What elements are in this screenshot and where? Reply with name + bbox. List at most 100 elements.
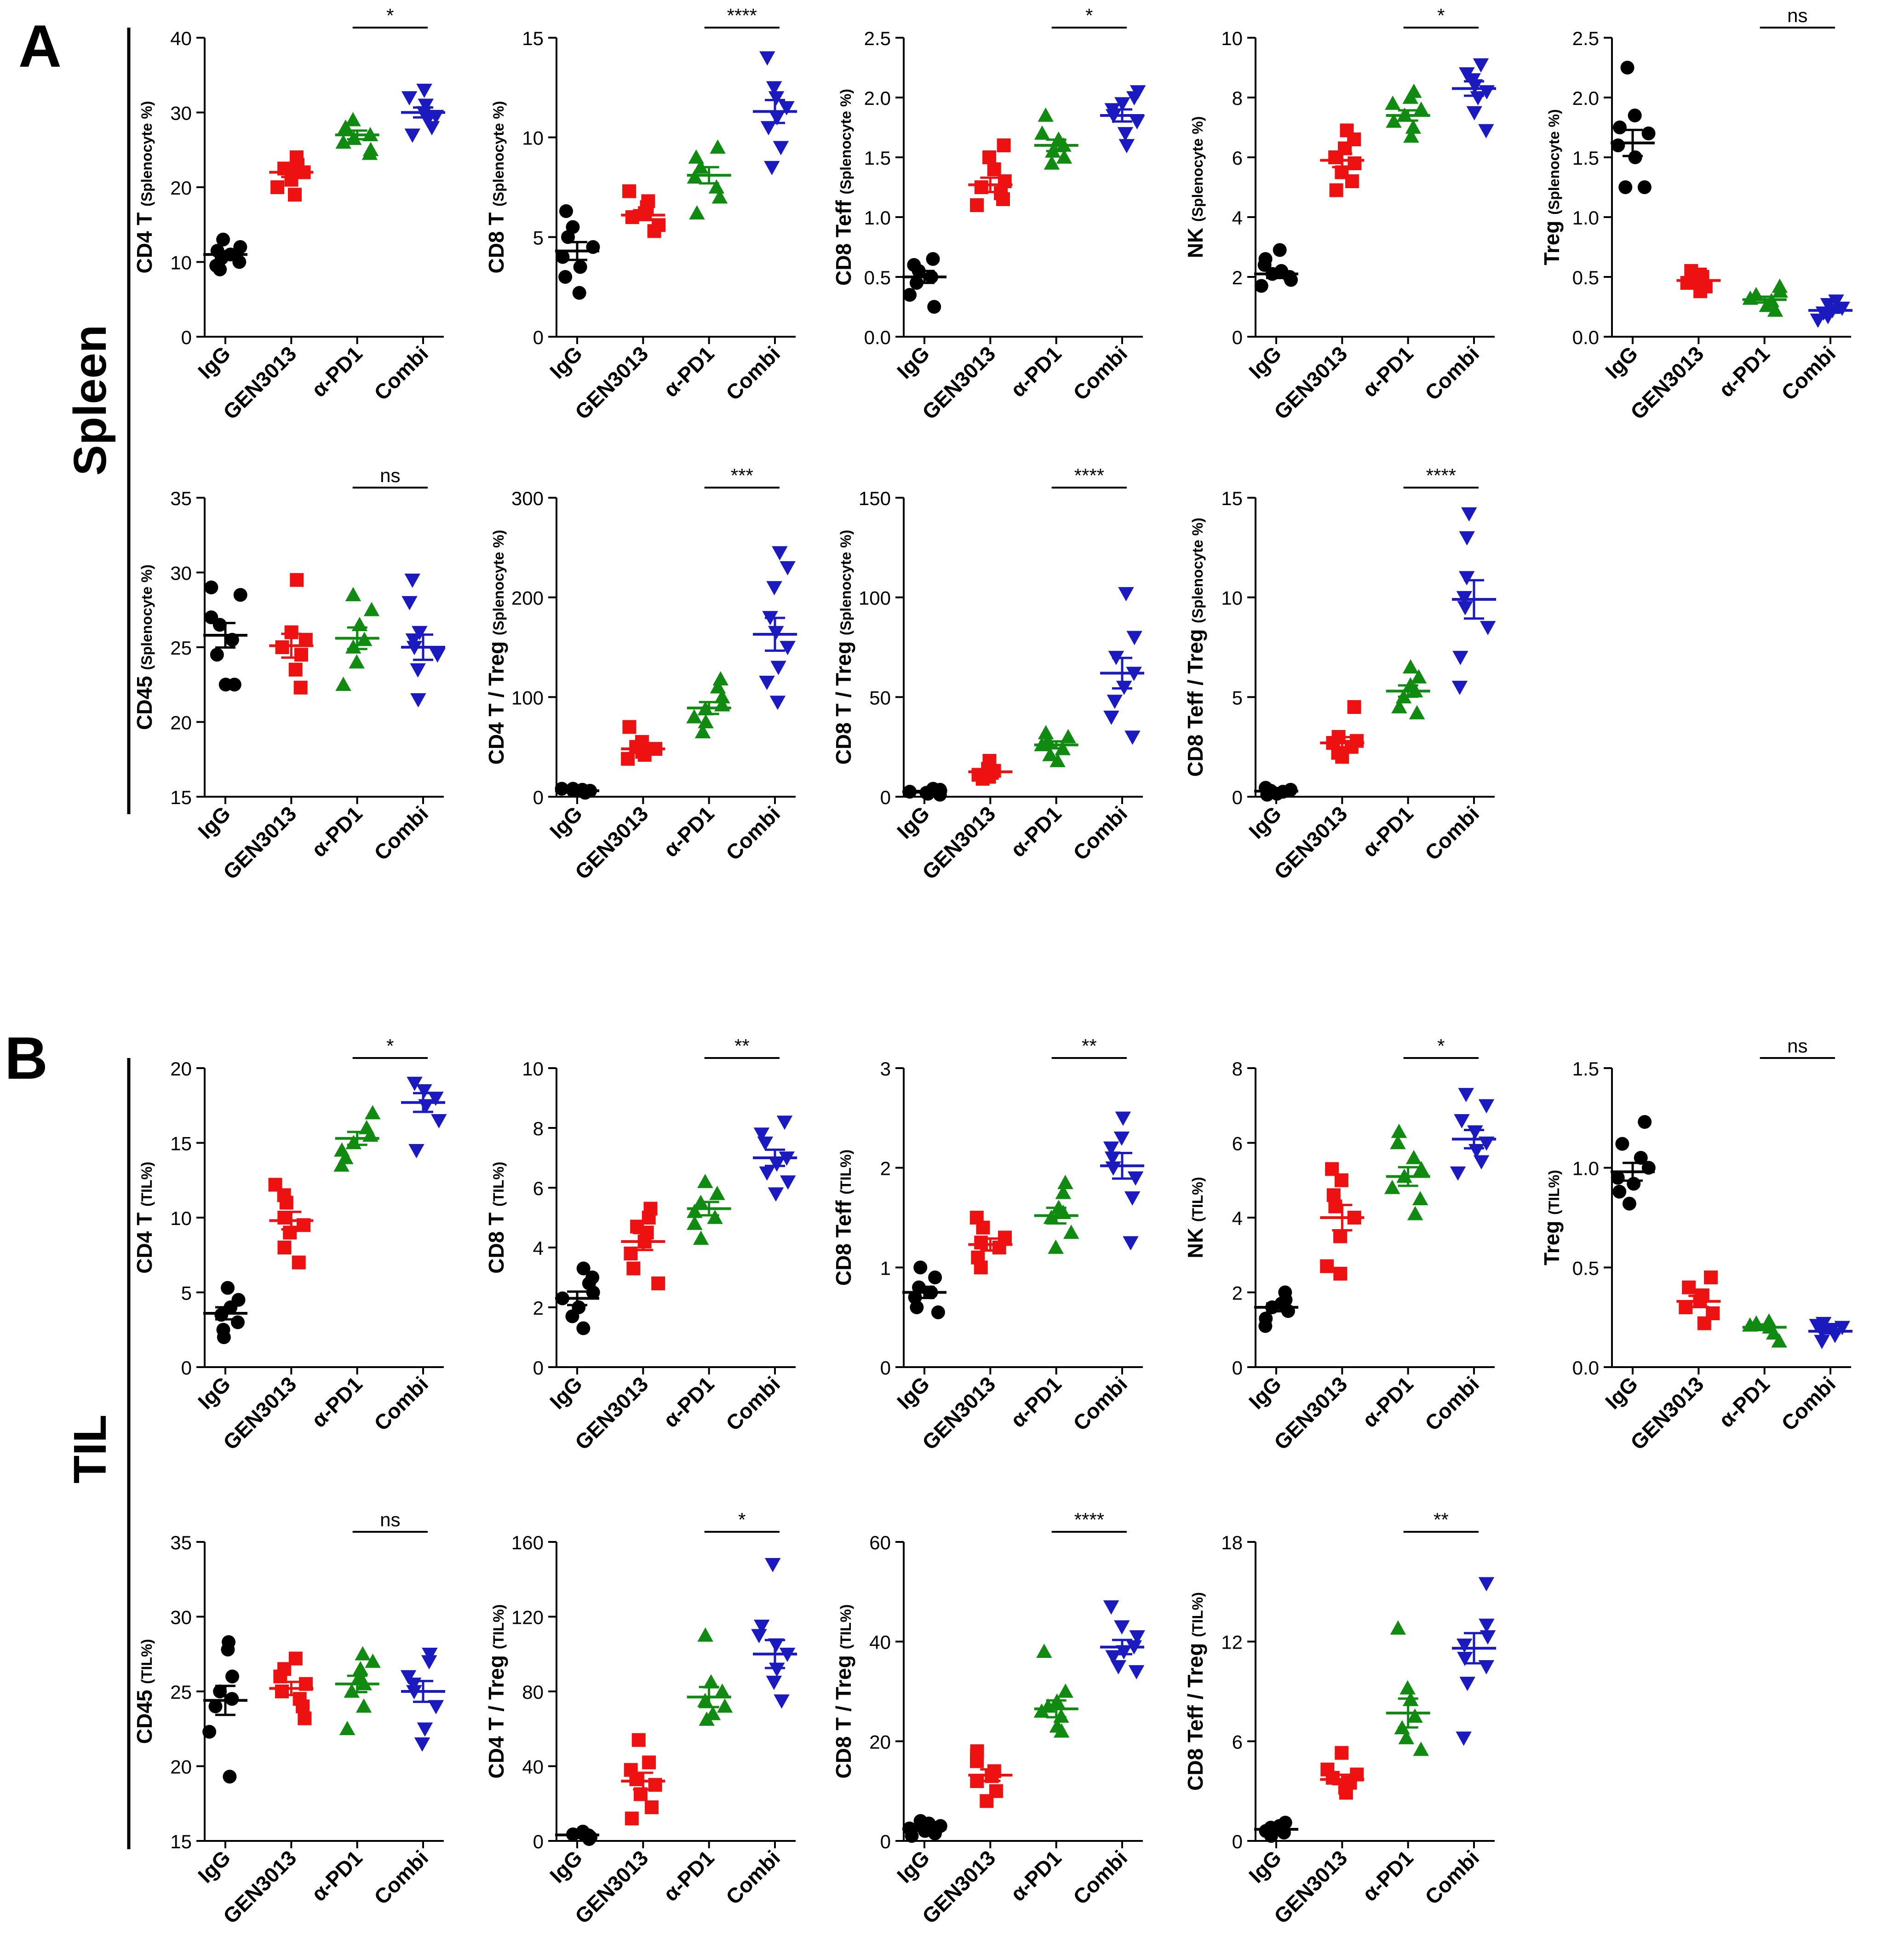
data-point	[1056, 149, 1072, 164]
significance-label: *	[1085, 5, 1093, 26]
y-tick-label: 300	[511, 488, 544, 509]
significance-label: ****	[727, 5, 757, 26]
significance-label: ns	[380, 465, 400, 486]
data-point	[572, 1300, 586, 1314]
data-point	[418, 98, 434, 113]
data-point	[621, 752, 635, 766]
y-tick-label: 100	[511, 687, 544, 708]
data-point	[1115, 1111, 1131, 1126]
data-point	[1815, 1317, 1832, 1331]
data-point	[1814, 1334, 1830, 1349]
data-point	[566, 782, 580, 796]
data-point	[335, 677, 351, 691]
significance-label: ****	[1074, 1509, 1104, 1530]
data-point	[717, 1698, 733, 1713]
data-point	[338, 1150, 354, 1164]
data-point	[1611, 138, 1625, 152]
data-point	[1611, 1171, 1625, 1185]
data-point	[233, 240, 247, 254]
data-point	[1413, 101, 1429, 116]
data-point	[780, 641, 796, 656]
data-point	[294, 648, 308, 662]
data-point	[698, 714, 714, 729]
data-point	[1333, 1229, 1348, 1243]
data-point	[585, 1271, 600, 1284]
data-point	[688, 149, 704, 164]
data-point	[1450, 1166, 1466, 1181]
data-point	[1405, 119, 1422, 134]
data-point	[428, 1092, 444, 1106]
data-point	[270, 180, 285, 194]
y-axis-label-unit: (Splenocyte %)	[138, 101, 155, 206]
data-point	[1038, 107, 1054, 122]
data-point	[982, 754, 997, 768]
data-point	[288, 662, 303, 677]
y-axis-label-main: CD4 T	[132, 1207, 156, 1274]
y-axis-label-main: CD8 Teff / Treg	[1183, 1637, 1207, 1791]
data-point	[356, 1698, 372, 1713]
data-point	[404, 128, 421, 143]
y-tick-label: 0	[533, 787, 544, 808]
data-point	[1057, 1683, 1074, 1698]
y-axis-label: CD8 Teff (Splenocyte %)	[832, 89, 855, 286]
significance-label: ns	[1787, 1035, 1807, 1057]
section-b-letter: B	[5, 1024, 48, 1092]
data-point	[417, 1722, 433, 1737]
y-tick-label: 25	[170, 1681, 192, 1703]
data-point	[1130, 85, 1146, 100]
data-point	[780, 1175, 796, 1190]
data-point	[358, 1120, 375, 1134]
y-tick-label: 4	[1232, 207, 1243, 229]
data-point	[365, 1653, 381, 1668]
data-point	[1618, 180, 1633, 194]
y-tick-label: 18	[1221, 1532, 1243, 1553]
y-axis-label: CD8 Teff (TIL%)	[832, 1150, 855, 1286]
data-point	[714, 689, 730, 704]
data-point	[1390, 1135, 1406, 1150]
data-point	[422, 1647, 438, 1662]
data-point	[1103, 1141, 1119, 1156]
data-point	[1458, 571, 1475, 586]
data-point	[1104, 1151, 1121, 1166]
data-point	[1048, 1239, 1064, 1254]
data-point	[1828, 294, 1844, 309]
data-point	[1834, 301, 1850, 316]
y-tick-label: 40	[869, 1632, 891, 1653]
y-tick-label: 0.0	[864, 327, 891, 348]
data-point	[709, 1185, 725, 1200]
data-point	[1628, 109, 1642, 122]
data-point	[221, 1281, 235, 1295]
data-point	[1034, 125, 1050, 140]
data-point	[1110, 1660, 1127, 1675]
data-point	[907, 258, 921, 272]
data-point	[364, 1105, 381, 1120]
data-point	[362, 142, 379, 156]
data-point	[401, 91, 418, 106]
data-point	[1129, 1630, 1145, 1645]
y-axis-label-unit: (TIL%)	[138, 1639, 155, 1684]
y-axis-label-main: Treg	[1540, 215, 1564, 265]
data-point	[1053, 1708, 1069, 1723]
data-point	[208, 1699, 223, 1714]
data-point	[770, 661, 786, 675]
data-point	[626, 1261, 641, 1276]
data-point	[1129, 115, 1145, 130]
data-point	[430, 648, 446, 663]
section-a-letter: A	[18, 12, 62, 80]
data-point	[1473, 58, 1489, 73]
data-point	[694, 724, 711, 738]
y-tick-label: 1.0	[1572, 207, 1599, 229]
data-point	[559, 204, 573, 218]
data-point	[355, 1646, 371, 1661]
data-point	[1124, 1191, 1141, 1206]
y-tick-label: 0	[880, 1357, 891, 1379]
data-point	[344, 1683, 360, 1698]
data-point	[686, 709, 702, 724]
data-point	[697, 1173, 713, 1188]
data-point	[1480, 621, 1496, 635]
y-tick-label: 0.0	[1572, 327, 1599, 348]
data-point	[1405, 1150, 1422, 1164]
significance-label: *	[386, 5, 394, 26]
